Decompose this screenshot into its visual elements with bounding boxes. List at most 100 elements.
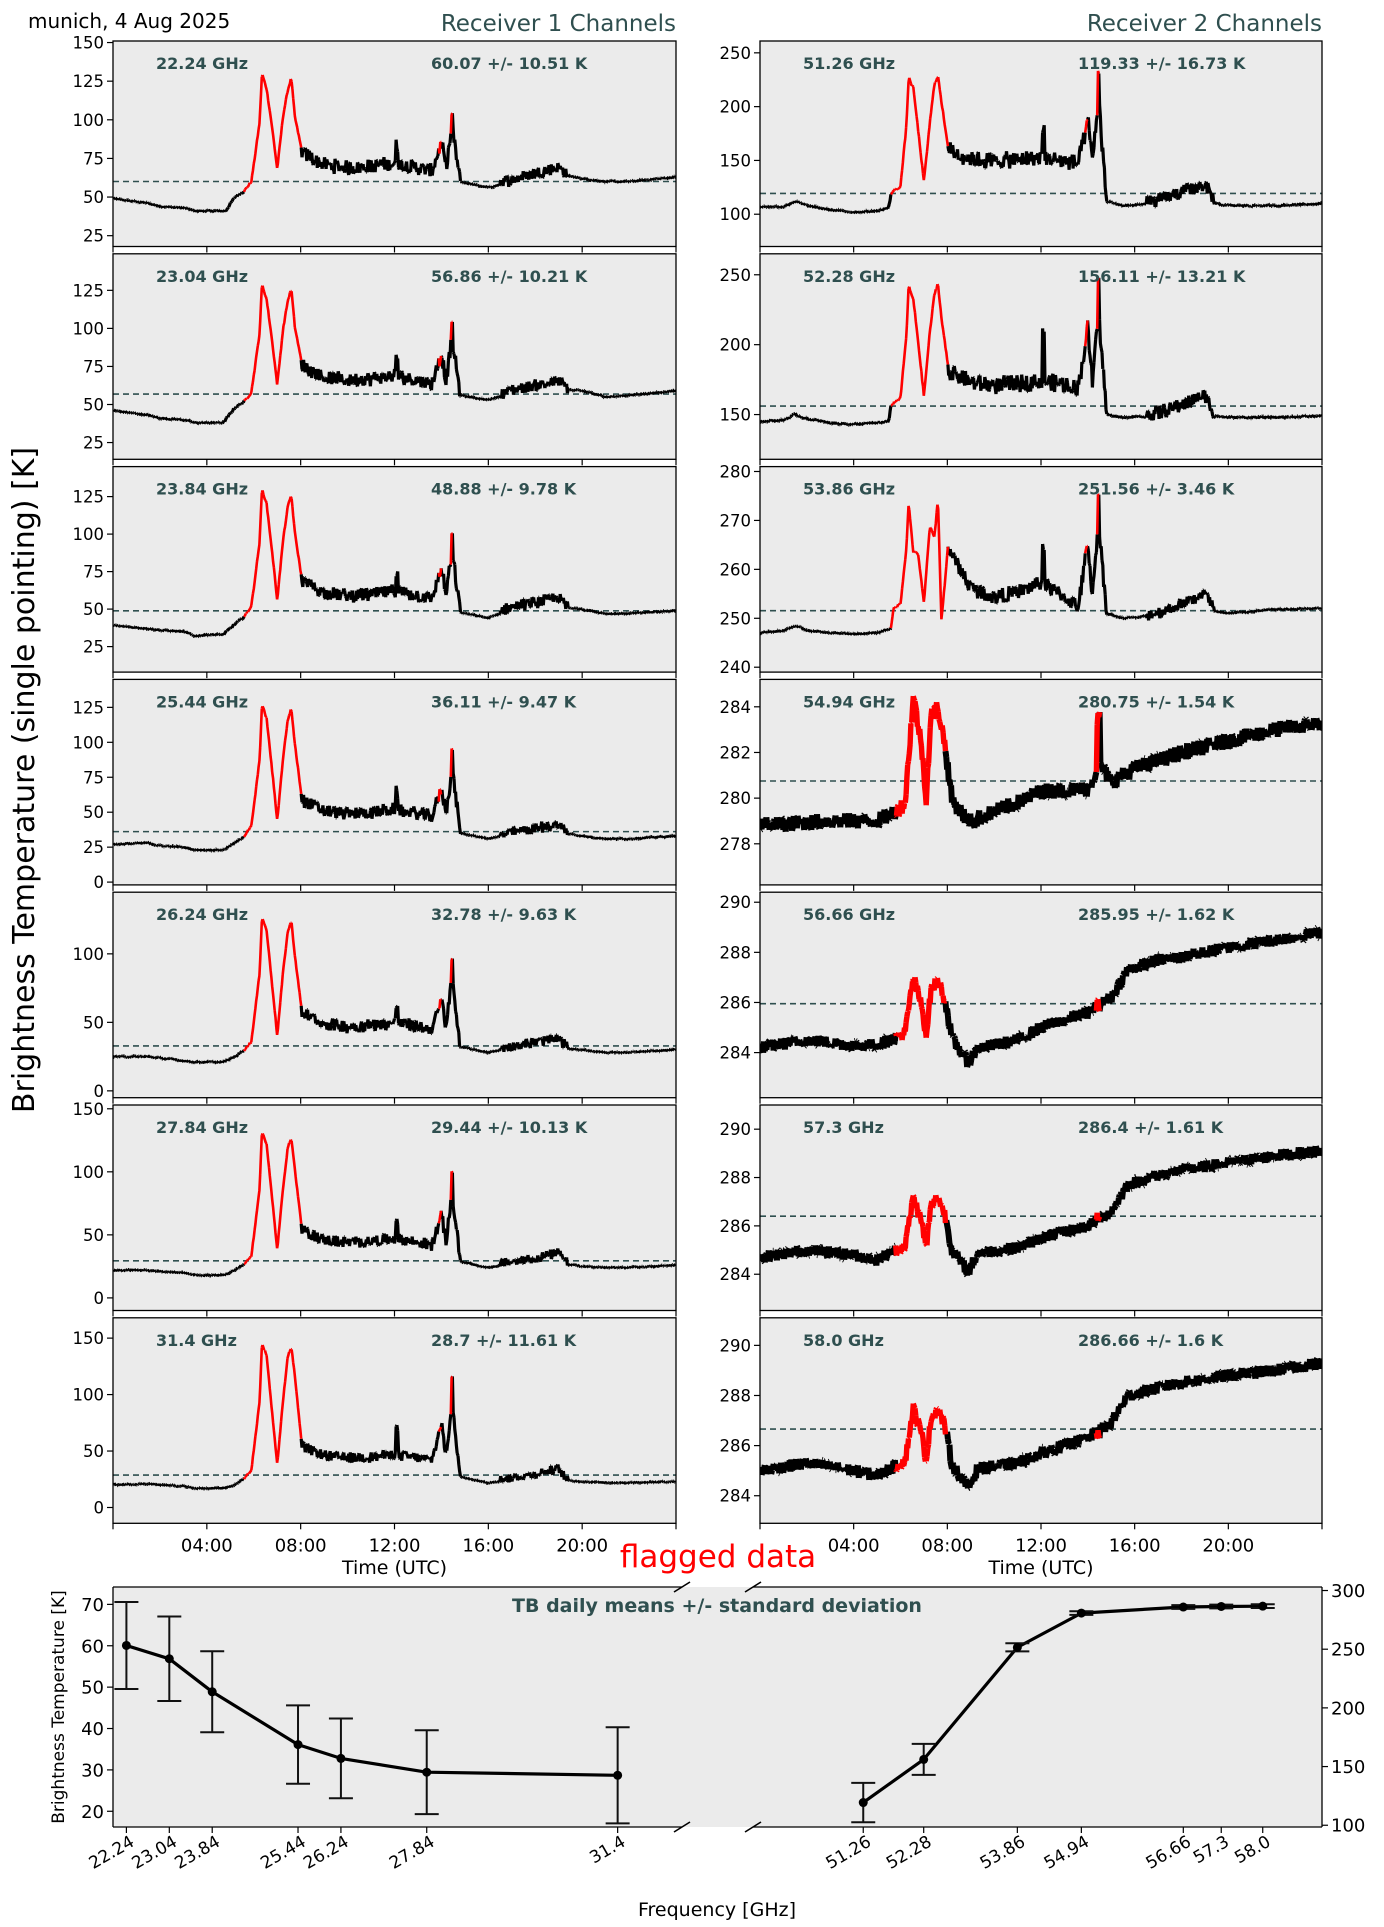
channel-mean-std-label: 48.88 +/- 9.78 K bbox=[431, 480, 577, 499]
y-tick-label: 286 bbox=[720, 993, 752, 1012]
mean-point bbox=[919, 1754, 929, 1764]
y-tick-label: 25 bbox=[83, 638, 104, 657]
y-tick-label: 284 bbox=[720, 1265, 752, 1284]
y-tick-label: 288 bbox=[720, 1169, 752, 1188]
channel-mean-std-label: 285.95 +/- 1.62 K bbox=[1078, 905, 1235, 924]
mean-point bbox=[1076, 1608, 1086, 1618]
x-tick-label: 16:00 bbox=[462, 1535, 514, 1556]
y-tick-label: 200 bbox=[720, 336, 752, 355]
summary-chart-title: TB daily means +/- standard deviation bbox=[512, 1595, 922, 1617]
flagged-series-line bbox=[893, 695, 1103, 819]
mean-point bbox=[207, 1687, 217, 1697]
y-tick-label: 125 bbox=[73, 281, 105, 300]
axis-break-mark bbox=[673, 1821, 691, 1833]
flagged-series-line bbox=[243, 490, 453, 618]
error-bar-23.84 bbox=[200, 1650, 225, 1734]
x-tick-label: 20:00 bbox=[556, 1535, 608, 1556]
summary-x-tick-label: 31.4 bbox=[586, 1832, 629, 1868]
mean-point bbox=[613, 1770, 623, 1780]
channel-frequency-label: 56.66 GHz bbox=[803, 905, 895, 924]
summary-x-tick-label: 23.84 bbox=[172, 1832, 224, 1874]
panel-57-3-GHz: 284 286 288 290 57.3 GHz 286.4 +/- 1.61 K bbox=[720, 1104, 1323, 1317]
y-tick-label: 75 bbox=[83, 357, 104, 376]
summary-x-tick-label: 56.66 bbox=[1143, 1832, 1195, 1874]
y-tick-label: 286 bbox=[720, 1217, 752, 1236]
y-tick-label: 75 bbox=[83, 768, 104, 787]
y-tick-label: 280 bbox=[720, 789, 752, 808]
error-bar-26.24 bbox=[328, 1717, 353, 1800]
panel-background bbox=[760, 1317, 1322, 1524]
y-tick-label: 284 bbox=[720, 698, 752, 717]
y-tick-label: 150 bbox=[73, 34, 105, 53]
error-bar-31.4 bbox=[605, 1726, 630, 1825]
flagged-series-line bbox=[893, 976, 1103, 1041]
summary-y-tick-label: 60 bbox=[81, 1636, 104, 1657]
panel-58-0-GHz: 284 286 288 290 58.0 GHz 286.66 +/- 1.6 K 04:0… bbox=[720, 1317, 1323, 1556]
receiver2-x-axis-label: Time (UTC) bbox=[987, 1557, 1093, 1579]
mean-point bbox=[1258, 1601, 1268, 1611]
panel-22-24-GHz: 25 50 75 100 125 150 22.24 GHz 60.07 +/- 10.51 … bbox=[73, 34, 677, 253]
channel-mean-std-label: 280.75 +/- 1.54 K bbox=[1078, 692, 1235, 711]
y-tick-label: 50 bbox=[83, 396, 104, 415]
error-bar-58.0 bbox=[1250, 1601, 1275, 1611]
x-tick-label: 08:00 bbox=[275, 1535, 327, 1556]
y-tick-label: 25 bbox=[83, 434, 104, 453]
summary-background bbox=[113, 1587, 1322, 1827]
y-tick-label: 280 bbox=[720, 462, 752, 481]
location-date-label: munich, 4 Aug 2025 bbox=[28, 9, 230, 33]
panel-53-86-GHz: 240 250 260 270 280 53.86 GHz 251.56 +/- 3.46 … bbox=[720, 462, 1323, 679]
y-tick-label: 75 bbox=[83, 563, 104, 582]
summary-y-tick-label: 150 bbox=[1331, 1757, 1365, 1778]
y-tick-label: 100 bbox=[73, 525, 105, 544]
panel-27-84-GHz: 0 50 100 150 27.84 GHz 29.44 +/- 10.13 K bbox=[73, 1100, 677, 1317]
error-bar-52.28 bbox=[911, 1742, 936, 1776]
panel-23-04-GHz: 25 50 75 100 125 23.04 GHz 56.86 +/- 10.21 K bbox=[73, 253, 677, 466]
channel-frequency-label: 52.28 GHz bbox=[803, 267, 895, 286]
y-tick-label: 100 bbox=[720, 205, 752, 224]
y-tick-label: 290 bbox=[720, 1120, 752, 1139]
axis-break-mark bbox=[673, 1581, 691, 1593]
y-tick-label: 270 bbox=[720, 511, 752, 530]
channel-frequency-label: 23.04 GHz bbox=[156, 267, 248, 286]
y-tick-label: 0 bbox=[94, 1498, 105, 1517]
error-bar-54.94 bbox=[1069, 1608, 1094, 1618]
x-tick-label: 12:00 bbox=[369, 1535, 421, 1556]
y-tick-label: 150 bbox=[720, 406, 752, 425]
series-group bbox=[113, 285, 676, 426]
flagged-series-line bbox=[243, 705, 454, 838]
summary-x-tick-label: 52.28 bbox=[883, 1832, 935, 1874]
panel-52-28-GHz: 150 200 250 52.28 GHz 156.11 +/- 13.21 K bbox=[720, 253, 1323, 466]
error-bar-51.26 bbox=[851, 1781, 876, 1824]
y-tick-label: 75 bbox=[83, 149, 104, 168]
x-tick-label: 12:00 bbox=[1015, 1535, 1067, 1556]
summary-y-axis-label: Brightness Temperature [K] bbox=[49, 1590, 69, 1823]
flagged-series-line bbox=[242, 74, 454, 193]
panel-25-44-GHz: 0 25 50 75 100 125 25.44 GHz 36.11 +/- 9.47 K bbox=[73, 678, 677, 892]
summary-x-tick-label: 54.94 bbox=[1041, 1832, 1093, 1874]
summary-y-tick-label: 300 bbox=[1331, 1581, 1365, 1602]
axis-break-mark bbox=[744, 1821, 762, 1833]
y-tick-label: 150 bbox=[73, 1100, 105, 1119]
channel-mean-std-label: 156.11 +/- 13.21 K bbox=[1078, 267, 1246, 286]
panel-background bbox=[113, 466, 676, 673]
y-tick-label: 50 bbox=[83, 803, 104, 822]
flagged-series-line bbox=[893, 1194, 1103, 1257]
channel-frequency-label: 57.3 GHz bbox=[803, 1118, 884, 1137]
panel-background bbox=[113, 892, 676, 1098]
main-y-axis-label: Brightness Temperature (single pointing)… bbox=[7, 447, 42, 1113]
error-bar-56.66 bbox=[1171, 1602, 1196, 1612]
y-tick-label: 260 bbox=[720, 560, 752, 579]
x-tick-label: 16:00 bbox=[1109, 1535, 1161, 1556]
y-tick-label: 25 bbox=[83, 227, 104, 246]
receiver2-title: Receiver 2 Channels bbox=[1087, 11, 1322, 37]
y-tick-label: 50 bbox=[83, 600, 104, 619]
x-tick-label: 04:00 bbox=[828, 1535, 880, 1556]
y-tick-label: 125 bbox=[73, 488, 105, 507]
panel-54-94-GHz: 278 280 282 284 54.94 GHz 280.75 +/- 1.54 K bbox=[720, 678, 1323, 891]
mean-point bbox=[293, 1740, 303, 1750]
channel-mean-std-label: 56.86 +/- 10.21 K bbox=[431, 267, 588, 286]
channel-frequency-label: 51.26 GHz bbox=[803, 54, 895, 73]
